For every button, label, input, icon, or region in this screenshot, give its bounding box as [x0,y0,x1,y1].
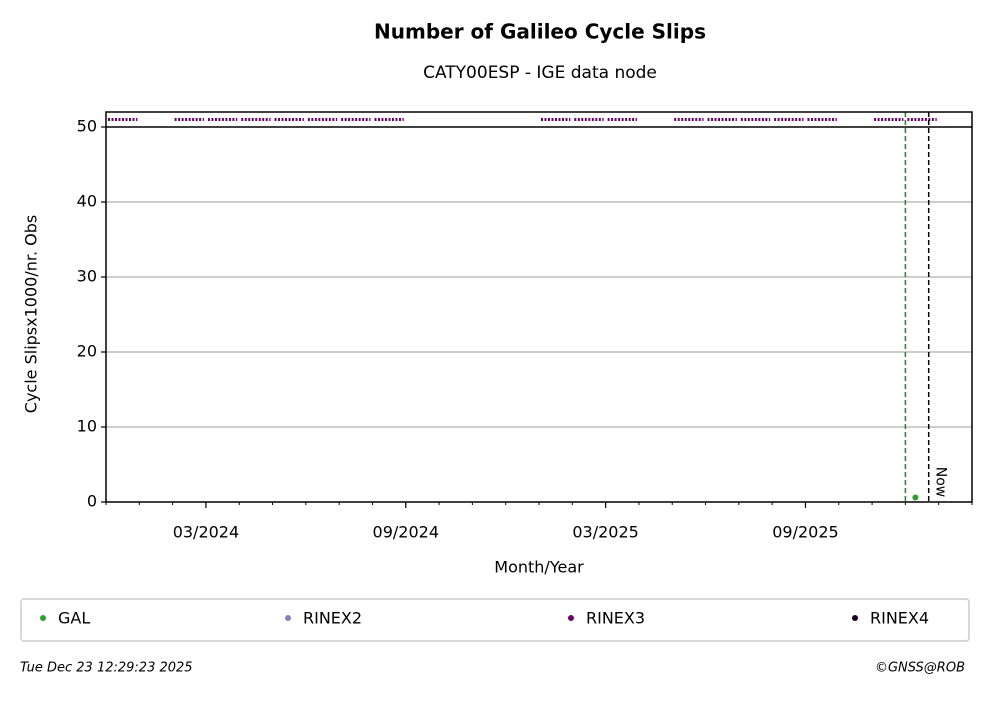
y-tick-label: 50 [77,117,97,136]
x-tick-label: 09/2024 [373,523,439,542]
footer-credit: ©GNSS@ROB [875,661,965,676]
chart-title: Number of Galileo Cycle Slips [374,20,706,44]
y-tick-label: 40 [77,192,97,211]
legend-box [20,598,970,642]
legend-label: RINEX3 [586,609,645,628]
y-tick-label: 20 [77,342,97,361]
legend-label: GAL [58,609,90,628]
x-tick-label: 09/2025 [772,523,838,542]
legend-label: RINEX2 [303,609,362,628]
y-tick-label: 0 [87,492,97,511]
legend-label: RINEX4 [870,609,929,628]
y-tick-label: 10 [77,417,97,436]
legend-swatch [852,615,858,621]
legend-swatch [40,615,46,621]
y-axis-label: Cycle Slipsx1000/nr. Obs [22,215,41,413]
marker-label: Now [933,467,949,498]
plot-frame [105,111,973,503]
data-point [912,494,919,501]
legend-swatch [568,615,574,621]
y-tick-label: 30 [77,267,97,286]
chart-subtitle: CATY00ESP - IGE data node [423,63,657,83]
x-tick-label: 03/2024 [173,523,239,542]
footer-date: Tue Dec 23 12:29:23 2025 [20,661,193,676]
x-tick-label: 03/2025 [572,523,638,542]
legend-swatch [285,615,291,621]
x-axis-label: Month/Year [494,558,584,577]
